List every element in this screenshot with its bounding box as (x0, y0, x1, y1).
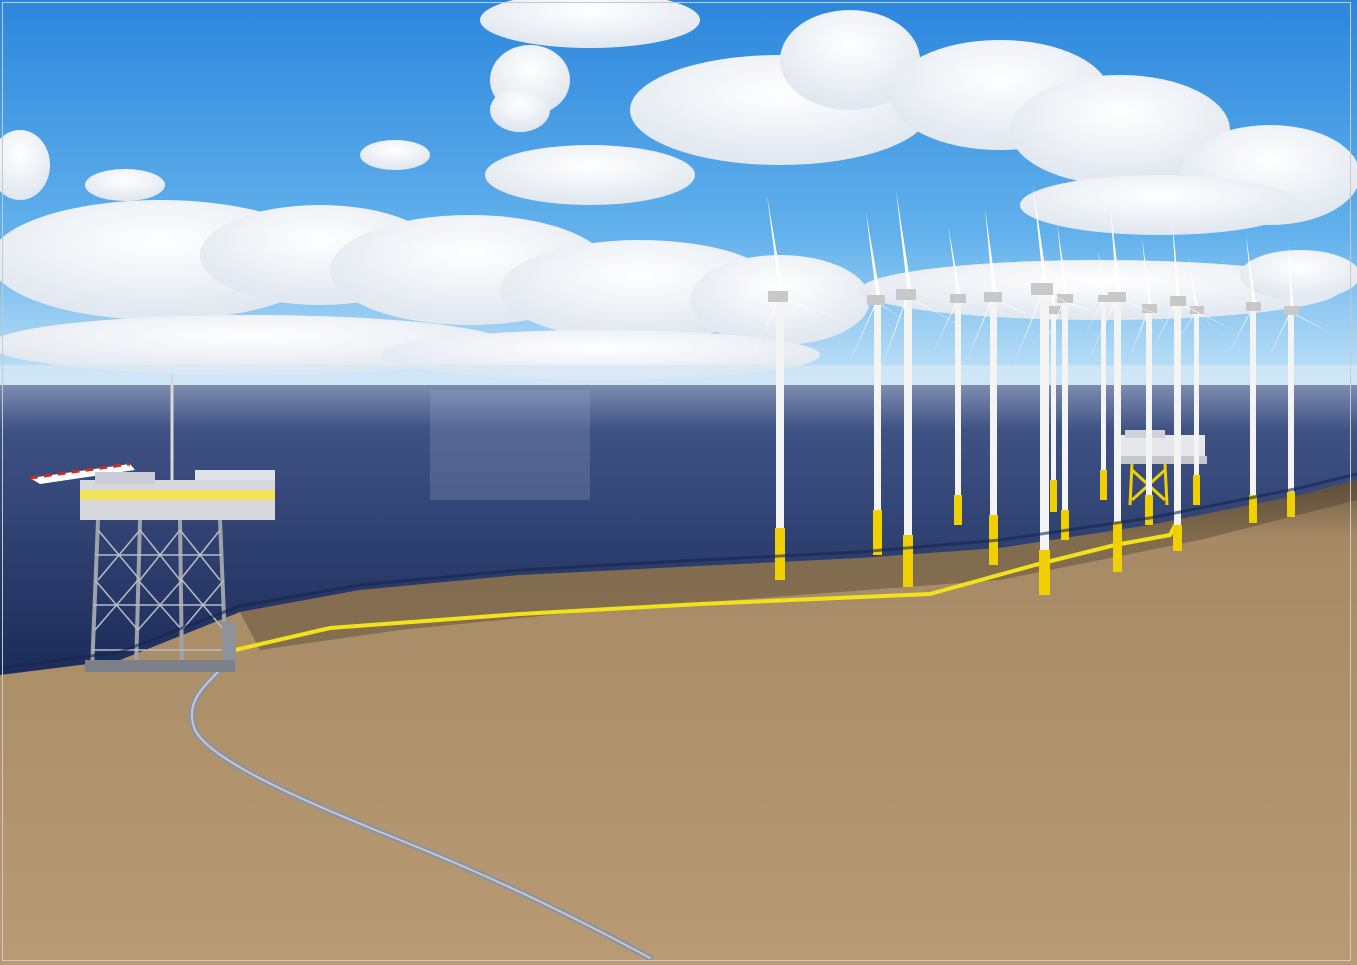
cloud-icon (485, 10, 1357, 235)
wind-turbine-icon (965, 208, 1040, 565)
wind-turbine-icon (1150, 218, 1238, 551)
wind-turbine-icon (1012, 185, 1102, 595)
wind-turbine-icon (880, 190, 968, 587)
wind-turbines (745, 185, 1335, 595)
wind-turbine-icon (847, 212, 916, 555)
waterline (0, 472, 1357, 670)
wind-turbine-icon (1088, 205, 1168, 572)
array-cable (233, 518, 1180, 652)
cloud-icon (0, 130, 430, 201)
wind-turbine-icon (1265, 245, 1335, 517)
offshore-platform-icon (29, 375, 275, 672)
clouds (0, 0, 1357, 380)
cloud-icon (0, 200, 1357, 380)
wind-turbine-icon (745, 195, 852, 580)
seabed-shadow-band (240, 480, 1357, 650)
sea-reflection (430, 390, 590, 500)
cloud-icon (480, 0, 700, 132)
wind-turbine-icon (1085, 250, 1130, 500)
substation-icon (1118, 430, 1207, 506)
seabed (0, 480, 1357, 965)
wind-turbine-icon (932, 225, 995, 525)
wind-turbine-icon (1225, 235, 1290, 523)
